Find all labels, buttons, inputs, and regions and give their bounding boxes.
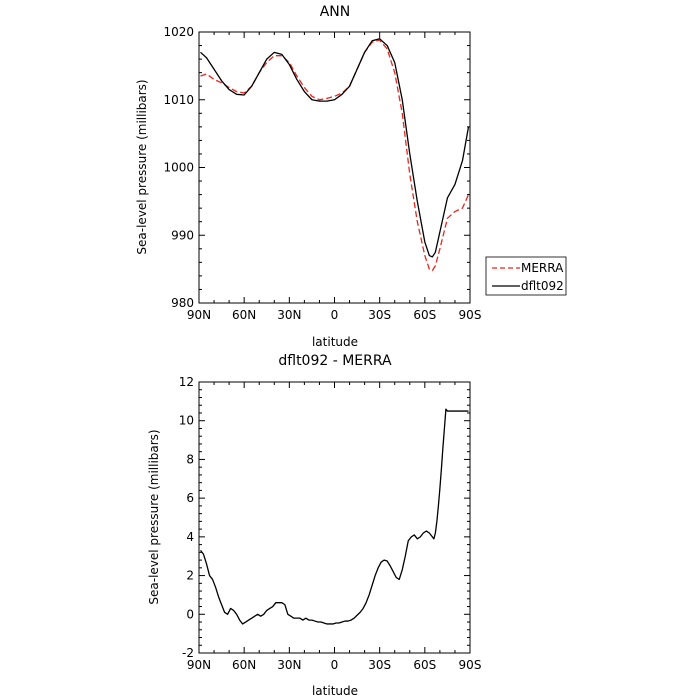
bottom-x-tick-label: 30S	[368, 658, 391, 672]
top-y-axis-title: Sea-level pressure (millibars)	[135, 79, 149, 254]
bottom-x-tick-label: 60S	[413, 658, 436, 672]
top-y-tick-label: 1010	[163, 93, 194, 107]
bottom-y-axis-title: Sea-level pressure (millibars)	[147, 429, 161, 604]
top-x-axis-title: latitude	[312, 335, 358, 349]
top-x-tick-label: 60S	[413, 308, 436, 322]
bottom-plot-frame	[198, 381, 471, 654]
bottom-y-tick-label: 4	[186, 530, 194, 544]
legend-label-merra: MERRA	[521, 261, 564, 275]
top-x-tick-label: 60N	[232, 308, 256, 322]
bottom-y-tick-label: 10	[179, 414, 194, 428]
top-series-group	[200, 38, 470, 272]
bottom-y-tick-label: -2	[182, 646, 194, 660]
top-x-tick-label: 90N	[187, 308, 211, 322]
top-y-tick-label: 980	[171, 296, 194, 310]
legend-box	[485, 256, 567, 296]
bottom-plot-title: dflt092 - MERRA	[278, 353, 392, 369]
top-x-tick-label: 30S	[368, 308, 391, 322]
bottom-x-axis-title: latitude	[312, 684, 358, 698]
top-legend: MERRA dflt092	[485, 256, 567, 296]
top-plot-frame	[198, 31, 471, 304]
top-x-tick-label: 0	[331, 308, 339, 322]
bottom-y-tick-label: 8	[186, 452, 194, 466]
top-x-tick-label: 30N	[277, 308, 301, 322]
bottom-series-line-series-0	[199, 408, 469, 625]
top-series-line-merra	[200, 39, 470, 272]
top-series-line-dflt092	[200, 38, 470, 258]
top-y-tick-label: 990	[171, 228, 194, 242]
bottom-x-tick-label: 30N	[277, 658, 301, 672]
bottom-panel: dflt092 - MERRA 90N 60N 30N 0 30S 60S 90S -2 0 2 4…	[147, 353, 481, 698]
top-x-tick-label: 90S	[459, 308, 482, 322]
bottom-series-group	[199, 408, 469, 625]
bottom-y-tick-label: 12	[179, 375, 194, 389]
bottom-x-tick-label: 90S	[459, 658, 482, 672]
bottom-y-tick-label: 6	[186, 491, 194, 505]
top-plot-title: ANN	[320, 4, 351, 20]
bottom-y-tick-label: 0	[186, 607, 194, 621]
legend-label-dflt092: dflt092	[521, 279, 564, 293]
bottom-y-tick-label: 2	[186, 569, 194, 583]
bottom-x-tick-label: 90N	[187, 658, 211, 672]
bottom-ticks-group: 90N 60N 30N 0 30S 60S 90S -2 0 2 4 6 8 10 12	[179, 375, 482, 672]
top-panel: ANN 90N 60N 30N 0 30S 60S 90S 980 990 1000 1010 102…	[135, 4, 567, 349]
bottom-x-tick-label: 0	[331, 658, 339, 672]
top-y-tick-label: 1000	[163, 161, 194, 175]
bottom-x-tick-label: 60N	[232, 658, 256, 672]
top-y-tick-label: 1020	[163, 25, 194, 39]
top-ticks-group: 90N 60N 30N 0 30S 60S 90S 980 990 1000 1010 1020	[163, 25, 481, 322]
